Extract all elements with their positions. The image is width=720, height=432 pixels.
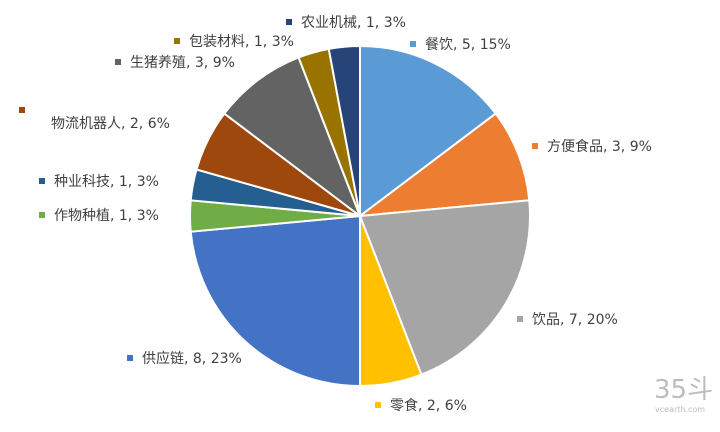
data-label: 餐饮, 5, 15% <box>425 37 511 53</box>
data-label: 方便食品, 3, 9% <box>547 138 652 155</box>
legend-marker <box>127 355 133 361</box>
legend-marker <box>375 402 381 408</box>
watermark-site: vcearth.com <box>655 405 705 414</box>
data-label: 包装材料, 1, 3% <box>189 34 294 50</box>
data-label: 物流机器人, 2, 6% <box>51 116 170 132</box>
data-label: 零食, 2, 6% <box>390 397 467 414</box>
legend-marker <box>532 143 538 149</box>
data-label: 农业机械, 1, 3% <box>301 15 406 31</box>
data-labels: 餐饮, 5, 15% 方便食品, 3, 9% 饮品, 7, 20% 零食, 2, 6%… <box>19 15 652 414</box>
pie-slices <box>189 44 531 388</box>
watermark-mark: 35斗 <box>654 375 713 405</box>
pie-slice <box>358 199 531 376</box>
pie-slice <box>189 214 361 388</box>
pie-slice <box>222 56 363 219</box>
data-label: 供应链, 8, 23% <box>142 350 242 367</box>
legend-marker <box>410 41 416 47</box>
legend-marker <box>174 38 180 44</box>
watermark: 35斗 vcearth.com <box>654 375 713 414</box>
legend-marker <box>286 19 292 25</box>
pie-slice <box>359 44 498 219</box>
pie-slice <box>327 44 361 217</box>
pie-slice <box>356 112 531 218</box>
legend-marker <box>39 212 45 218</box>
data-label: 种业科技, 1, 3% <box>54 174 159 190</box>
legend-marker <box>115 59 121 65</box>
legend-marker <box>517 316 523 322</box>
data-label: 饮品, 7, 20% <box>532 312 618 328</box>
legend-marker <box>19 107 25 113</box>
legend-marker <box>39 178 45 184</box>
data-label: 作物种植, 1, 3% <box>54 208 159 224</box>
data-label: 生猪养殖, 3, 9% <box>130 54 235 71</box>
